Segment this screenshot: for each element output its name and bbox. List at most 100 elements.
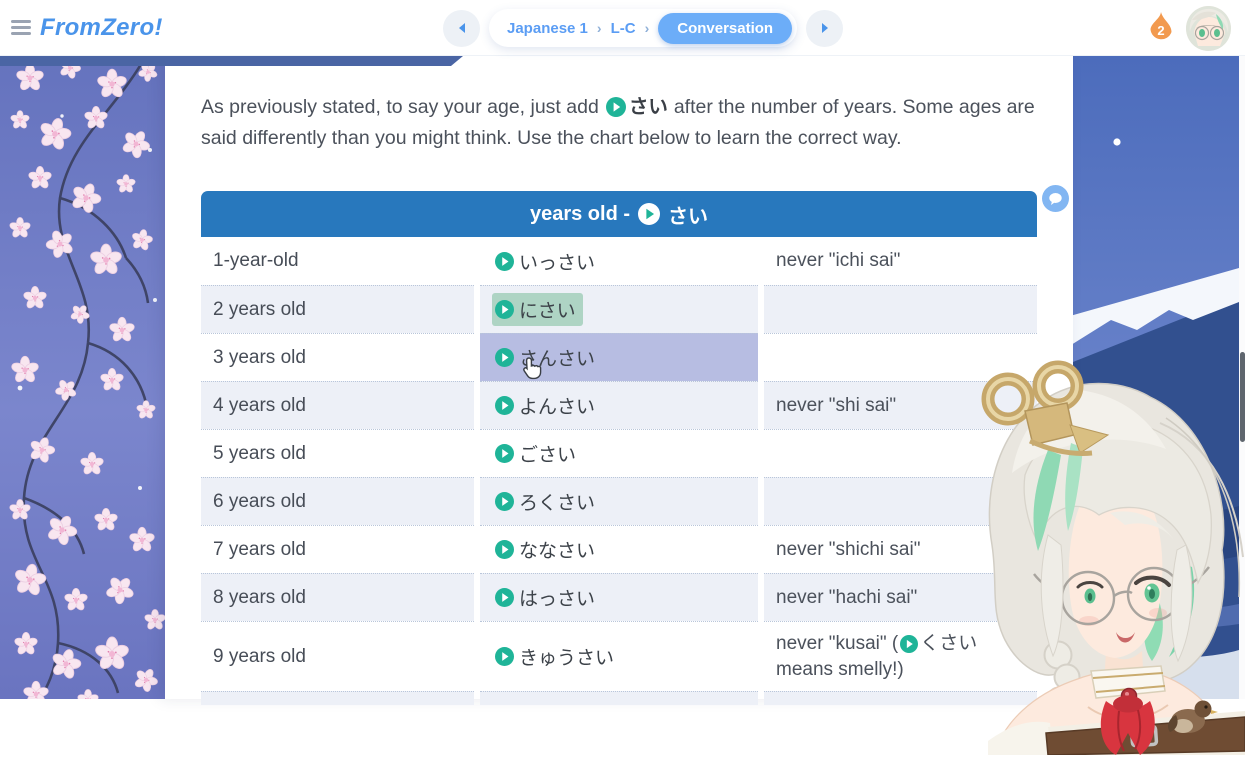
play-icon[interactable] [495,300,514,319]
age-cell: 1-year-old [201,237,474,285]
kana-cell [480,691,758,705]
kana-text: ろくさい [519,493,596,514]
streak-badge[interactable]: 2 [1146,11,1176,47]
cherry-blossom-panel [0,58,165,699]
play-icon[interactable] [495,588,514,607]
user-area: 2 [1146,6,1231,51]
next-page-button[interactable] [806,9,844,47]
kana-cell[interactable]: はっさい [480,573,758,621]
kana-cell[interactable]: ごさい [480,429,758,477]
cherry-blossom-art [0,58,165,699]
streak-count: 2 [1157,22,1165,38]
note-cell [764,691,1037,705]
breadcrumb-separator: › [596,20,602,36]
age-cell: 3 years old [201,333,474,381]
breadcrumb-course[interactable]: Japanese 1 [507,19,588,37]
table-row: 1-year-old いっさい never "ichi sai" [201,237,1037,285]
note-cell: never "shi sai" [764,381,1037,429]
kana-text: きゅうさい [519,648,615,669]
play-audio-icon[interactable] [605,97,626,117]
lesson-content: As previously stated, to say your age, j… [165,56,1073,705]
hamburger-menu-icon[interactable] [11,20,31,35]
chart-title: years old - さい [201,191,1037,237]
scrollbar-track[interactable] [1239,56,1245,699]
age-cell: 4 years old [201,381,474,429]
table-row: 9 years old きゅうさい never "kusai" ( くさい mea… [201,621,1037,691]
note-cell [764,333,1037,381]
intro-kana: さい [628,96,668,118]
note-cell [764,285,1037,333]
age-cell: 2 years old [201,285,474,333]
breadcrumb-separator: › [644,20,650,36]
play-icon[interactable] [495,540,514,559]
age-cell: 6 years old [201,477,474,525]
table-row: 4 years old よんさい never "shi sai" [201,381,1037,429]
play-icon[interactable] [495,647,514,666]
note-text: means smelly!) [776,659,904,680]
scrollbar-thumb[interactable] [1239,352,1245,442]
note-cell: never "hachi sai" [764,573,1037,621]
chevron-right-icon [821,23,828,33]
age-cell: 9 years old [201,621,474,691]
chart-title-text: years old - [529,202,631,225]
play-audio-icon[interactable] [638,203,661,225]
kana-text: いっさい [519,252,596,274]
note-cell: never "ichi sai" [764,237,1037,285]
age-cell [201,691,474,705]
table-row: 5 years old ごさい [201,429,1037,477]
play-icon[interactable] [495,492,514,511]
note-text: never "kusai" ( [776,633,899,654]
note-cell [764,429,1037,477]
intro-text-before: As previously stated, to say your age, j… [201,96,599,118]
selected-kana-highlight: にさい [492,293,583,326]
table-row: 8 years old はっさい never "hachi sai" [201,573,1037,621]
play-icon[interactable] [495,444,514,463]
breadcrumb: Japanese 1 › L-C › Conversation [489,9,798,47]
table-row: 6 years old ろくさい [201,477,1037,525]
kana-text: よんさい [519,397,596,418]
comment-bubble-button[interactable] [1042,185,1069,212]
kana-cell[interactable]: よんさい [480,381,758,429]
table-row-partial [201,691,1037,705]
note-kana: くさい [920,633,978,654]
star-dot [1113,138,1121,146]
profile-avatar-image [1186,6,1231,51]
flame-icon [1150,11,1172,39]
kana-cell[interactable]: ななさい [480,525,758,573]
kana-cell[interactable]: きゅうさい [480,621,758,691]
speech-bubble-icon [1049,192,1062,205]
age-cell: 8 years old [201,573,474,621]
profile-avatar[interactable] [1186,6,1231,51]
lesson-navigation: Japanese 1 › L-C › Conversation [443,9,844,47]
table-row: 2 years old にさい [201,285,1037,333]
kana-text: ななさい [519,541,596,562]
intro-paragraph: As previously stated, to say your age, j… [165,56,1073,154]
chart-title-kana: さい [668,205,709,228]
age-cell: 5 years old [201,429,474,477]
play-icon[interactable] [900,635,919,653]
play-icon[interactable] [495,348,514,367]
kana-cell[interactable]: いっさい [480,237,758,285]
breadcrumb-lesson[interactable]: L-C [610,19,636,37]
kana-text: にさい [519,301,576,322]
kana-text: ごさい [519,445,577,466]
age-cell: 7 years old [201,525,474,573]
kana-cell[interactable]: にさい [480,285,758,333]
intro-text-after: after the number of years. Some ages are… [201,96,1035,149]
note-cell [764,477,1037,525]
play-icon[interactable] [495,396,514,415]
breadcrumb-current-page[interactable]: Conversation [658,12,793,44]
table-row: 3 years old さんさい [201,333,1037,381]
lesson-progress-bar [0,56,463,66]
table-row: 7 years old ななさい never "shichi sai" [201,525,1037,573]
kana-text: はっさい [519,589,596,610]
mount-fuji-art [1073,56,1239,699]
note-cell: never "shichi sai" [764,525,1037,573]
kana-cell-hovered[interactable]: さんさい [480,333,758,381]
age-chart: years old - さい 1-year-old いっさい never "ic… [201,185,1069,705]
play-icon[interactable] [495,251,514,271]
app-logo[interactable]: FromZero! [40,13,163,41]
previous-page-button[interactable] [443,9,480,47]
kana-text: さんさい [519,349,596,370]
kana-cell[interactable]: ろくさい [480,477,758,525]
